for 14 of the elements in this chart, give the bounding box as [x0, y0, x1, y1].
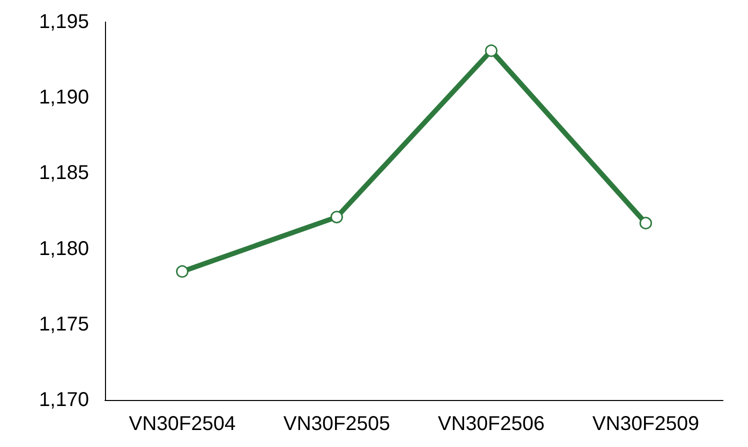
x-tick-label: VN30F2504 — [128, 413, 236, 435]
point — [485, 44, 498, 57]
y-tick-label: 1,195 — [38, 11, 89, 33]
y-tick-label: 1,185 — [38, 162, 89, 184]
y-tick-label: 1,190 — [38, 86, 89, 109]
point — [176, 265, 188, 278]
y-tick-label: 1,170 — [38, 389, 89, 411]
point — [640, 216, 652, 230]
x-tick-label: VN30F2509 — [592, 413, 700, 435]
point — [330, 210, 343, 224]
y-tick-label: 1,180 — [38, 238, 89, 260]
x-tick-label: VN30F2506 — [438, 413, 545, 435]
y-tick-label: 1,175 — [38, 313, 89, 336]
x-tick-label: VN30F2505 — [283, 413, 390, 435]
